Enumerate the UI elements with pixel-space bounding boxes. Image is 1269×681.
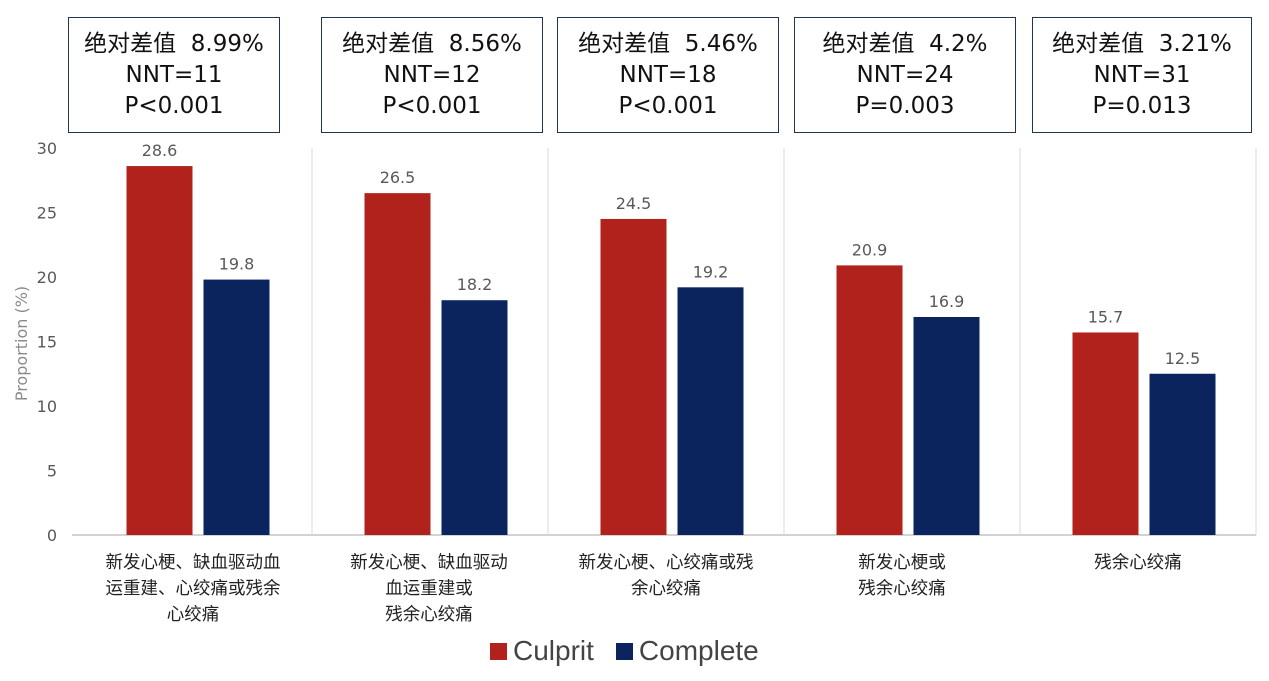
legend-swatch-culprit — [490, 642, 507, 660]
data-label-culprit-2: 26.5 — [380, 168, 416, 187]
y-axis-label: Proportion (%) — [12, 286, 31, 401]
bar-culprit-4 — [836, 265, 903, 535]
stat-box-2-nnt: NNT=12 — [383, 61, 481, 88]
y-tick-label-30: 30 — [37, 139, 57, 158]
category-label-1: 新发心梗、缺血驱动血 运重建、心绞痛或残余 心绞痛 — [105, 553, 281, 625]
bar-complete-4 — [913, 316, 980, 535]
data-label-complete-3: 19.2 — [693, 262, 729, 281]
stat-box-1-pvalue: P<0.001 — [124, 92, 224, 119]
category-label-3: 新发心梗、心绞痛或残 余心绞痛 — [578, 553, 754, 599]
stat-box-3: 绝对差值 5.46% NNT=18 P<0.001 — [557, 17, 779, 133]
stat-box-3-nnt: NNT=18 — [619, 61, 717, 88]
stat-box-5-difference: 绝对差值 3.21% — [1052, 30, 1232, 57]
stat-box-4-difference: 绝对差值 4.2% — [822, 30, 988, 57]
data-label-complete-1: 19.8 — [219, 255, 255, 274]
data-label-culprit-1: 28.6 — [142, 141, 178, 160]
bar-complete-3 — [677, 287, 744, 535]
category-label-4: 新发心梗或 残余心绞痛 — [858, 553, 946, 599]
stat-box-1-nnt: NNT=11 — [125, 61, 223, 88]
stat-box-5-nnt: NNT=31 — [1093, 61, 1191, 88]
bar-complete-2 — [441, 300, 508, 535]
data-label-culprit-5: 15.7 — [1088, 307, 1124, 326]
category-label-5: 残余心绞痛 — [1094, 553, 1182, 573]
stat-box-4-nnt: NNT=24 — [856, 61, 954, 88]
bar-culprit-3 — [600, 218, 667, 535]
legend-label-complete: Complete — [638, 635, 759, 666]
data-label-complete-4: 16.9 — [929, 292, 965, 311]
bar-culprit-2 — [364, 193, 431, 535]
legend-label-culprit: Culprit — [513, 635, 594, 666]
data-label-complete-2: 18.2 — [457, 275, 493, 294]
stat-box-4-pvalue: P=0.003 — [855, 92, 955, 119]
category-label-2: 新发心梗、缺血驱动 血运重建或 残余心绞痛 — [350, 553, 508, 625]
bar-culprit-1 — [126, 166, 193, 535]
y-tick-label-5: 5 — [47, 462, 57, 481]
y-tick-label-15: 15 — [37, 333, 57, 352]
y-tick-label-25: 25 — [37, 204, 57, 223]
data-label-complete-5: 12.5 — [1165, 349, 1201, 368]
bar-complete-1 — [203, 279, 270, 535]
y-tick-label-10: 10 — [37, 397, 57, 416]
stat-box-1: 绝对差值 8.99% NNT=11 P<0.001 — [68, 17, 280, 133]
stat-box-2: 绝对差值 8.56% NNT=12 P<0.001 — [321, 17, 543, 133]
stat-box-2-pvalue: P<0.001 — [382, 92, 482, 119]
bar-culprit-5 — [1072, 332, 1139, 535]
legend-swatch-complete — [615, 642, 633, 660]
stat-box-4: 绝对差值 4.2% NNT=24 P=0.003 — [794, 17, 1016, 133]
stat-box-2-difference: 绝对差值 8.56% — [342, 30, 522, 57]
data-label-culprit-4: 20.9 — [852, 240, 888, 259]
bar-complete-5 — [1149, 373, 1216, 535]
y-tick-label-0: 0 — [47, 526, 57, 545]
stat-box-3-difference: 绝对差值 5.46% — [578, 30, 758, 57]
stat-box-5-pvalue: P=0.013 — [1092, 92, 1192, 119]
stat-box-5: 绝对差值 3.21% NNT=31 P=0.013 — [1032, 17, 1252, 133]
stat-box-3-pvalue: P<0.001 — [618, 92, 718, 119]
stat-box-1-difference: 绝对差值 8.99% — [84, 30, 264, 57]
data-label-culprit-3: 24.5 — [616, 194, 652, 213]
legend: Culprit Complete — [490, 634, 781, 668]
y-tick-label-20: 20 — [37, 268, 57, 287]
